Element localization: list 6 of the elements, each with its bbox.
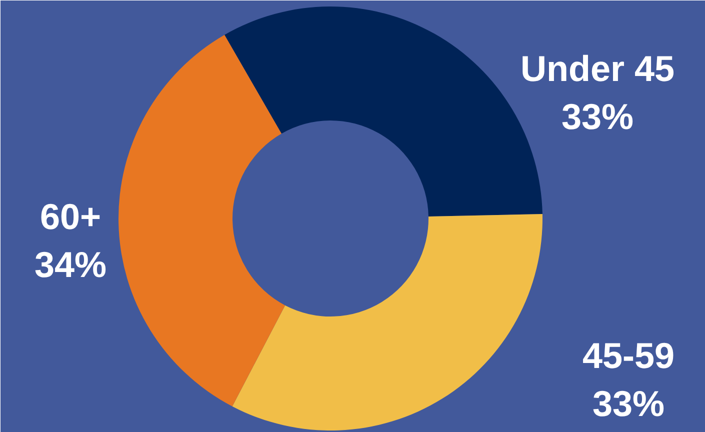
slice-label: 60+: [40, 196, 102, 237]
data-label: 34%: [34, 244, 107, 285]
data-label: 33%: [592, 383, 665, 424]
slice-label: Under 45: [520, 48, 675, 89]
slice-label: 45-59: [582, 335, 675, 376]
data-label: 33%: [561, 96, 634, 137]
